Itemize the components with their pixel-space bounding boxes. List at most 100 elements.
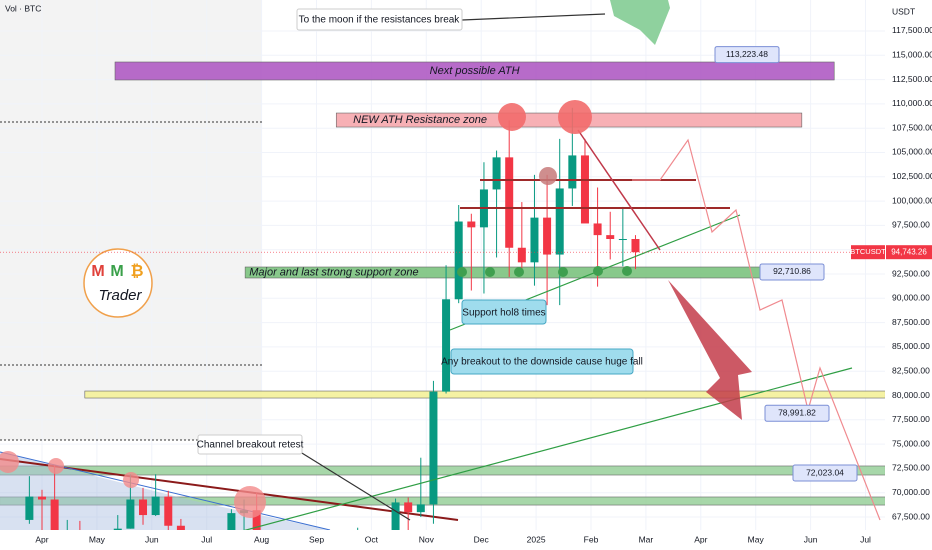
zone-label: Major and last strong support zone: [249, 266, 418, 278]
candle-body: [467, 221, 476, 228]
y-tick-label: 72,500.00: [892, 463, 930, 473]
x-tick-label: Jun: [145, 534, 159, 544]
candle-body: [505, 157, 514, 248]
candle-body: [176, 525, 185, 530]
price-labels: 113,223.48 92,710.86 78,991.82 72,023.04 BTC…: [0, 46, 932, 482]
price-label-box: [792, 464, 858, 482]
annotation: Channel breakout retest: [197, 440, 304, 451]
candle-body: [517, 247, 526, 263]
x-tick-label: May: [748, 534, 765, 544]
x-tick-label: Aug: [254, 534, 269, 544]
candle-body: [151, 496, 160, 516]
candle-body: [568, 155, 577, 189]
callout-box: [197, 434, 303, 455]
candle-body: [252, 510, 261, 530]
candle-body: [113, 528, 122, 530]
candle-body: [442, 299, 451, 392]
candle-body: [543, 217, 552, 255]
zone: [0, 496, 885, 506]
y-tick-label: 110,000.00: [892, 98, 932, 108]
candle-body: [50, 499, 59, 530]
y-tick-label: 105,000.00: [892, 147, 932, 157]
y-tick-label: 97,500.00: [892, 220, 930, 230]
zone: [114, 61, 835, 81]
callout-box: [296, 8, 463, 31]
x-tick-label: Jun: [804, 534, 818, 544]
last-price-box: [886, 245, 932, 260]
callout-box: [461, 299, 547, 325]
x-tick-label: May: [89, 534, 106, 544]
y-tick-label: 87,500.00: [892, 317, 930, 327]
annotation: Support hol8 times: [462, 308, 545, 319]
x-tick-label: Sep: [309, 534, 324, 544]
axes: 67,500.00 70,000.00 72,500.00 75,000.00 77,5…: [35, 25, 932, 544]
channel-top: [0, 458, 459, 521]
zone-label: NEW ATH Resistance zone: [353, 114, 487, 126]
x-tick-label: Jul: [860, 534, 871, 544]
price-label-box: [714, 46, 780, 64]
candle-body: [492, 157, 501, 190]
x-tick-label: Oct: [365, 534, 379, 544]
candle-body: [404, 502, 413, 513]
price-label-box: [764, 404, 830, 422]
candle-body: [37, 496, 46, 500]
x-tick-label: Mar: [639, 534, 654, 544]
x-tick-label: Dec: [474, 534, 490, 544]
candle-body: [593, 223, 602, 236]
candles: [25, 107, 640, 530]
candle-body: [618, 239, 627, 241]
price-label-box: [759, 263, 825, 281]
channel: [0, 452, 330, 530]
logo: [83, 248, 153, 318]
y-tick-label: 77,500.00: [892, 414, 930, 424]
zone: [0, 465, 885, 476]
logo-name: Trader: [98, 287, 142, 304]
fall-arrow: [668, 280, 752, 420]
candle-body: [25, 496, 34, 520]
price-label: 78,991.82: [778, 408, 816, 418]
y-tick-label: 102,500.00: [892, 171, 932, 181]
y-tick-label: 107,500.00: [892, 122, 932, 132]
y-tick-label: 100,000.00: [892, 195, 932, 205]
candle-body: [227, 513, 236, 530]
y-tick-label: 92,500.00: [892, 268, 930, 278]
x-tick-label: Feb: [584, 534, 599, 544]
logo-letter: M: [110, 263, 123, 280]
candle-body: [126, 499, 135, 529]
zone-label: Next possible ATH: [430, 65, 520, 77]
y-tick-label: 115,000.00: [892, 50, 932, 60]
symbol-box: [851, 245, 885, 260]
annotation: To the moon if the resistances break: [299, 15, 461, 26]
currency: USDT: [892, 6, 915, 16]
y-tick-label: 75,000.00: [892, 438, 930, 448]
moon-shape: [610, 0, 670, 45]
markers: [0, 100, 632, 518]
y-tick-label: 82,500.00: [892, 365, 930, 375]
x-tick-label: Jul: [201, 534, 212, 544]
price-axis: [885, 0, 932, 550]
y-tick-label: 80,000.00: [892, 390, 930, 400]
candle-body: [530, 217, 539, 263]
y-tick-label: 85,000.00: [892, 341, 930, 351]
candle-body: [416, 504, 425, 513]
y-tick-label: 117,500.00: [892, 25, 932, 35]
candle-body: [139, 499, 148, 516]
y-tick-label: 90,000.00: [892, 293, 930, 303]
x-tick-label: Nov: [419, 534, 435, 544]
callout-box: [450, 348, 634, 375]
price-label: 113,223.48: [726, 49, 768, 59]
y-tick-label: 112,500.00: [892, 74, 932, 84]
zone: [84, 390, 885, 399]
candle-body: [580, 155, 589, 224]
symbol: BTCUSDT: [850, 247, 886, 256]
price-label: 72,023.04: [806, 467, 844, 477]
drawings: [189, 13, 881, 546]
candle-body: [454, 221, 463, 300]
candle-body: [391, 502, 400, 530]
x-tick-label: Apr: [694, 534, 707, 544]
candle-body: [164, 496, 173, 526]
candle-body: [429, 391, 438, 505]
candle-body: [606, 235, 615, 240]
x-tick-label: Apr: [35, 534, 48, 544]
